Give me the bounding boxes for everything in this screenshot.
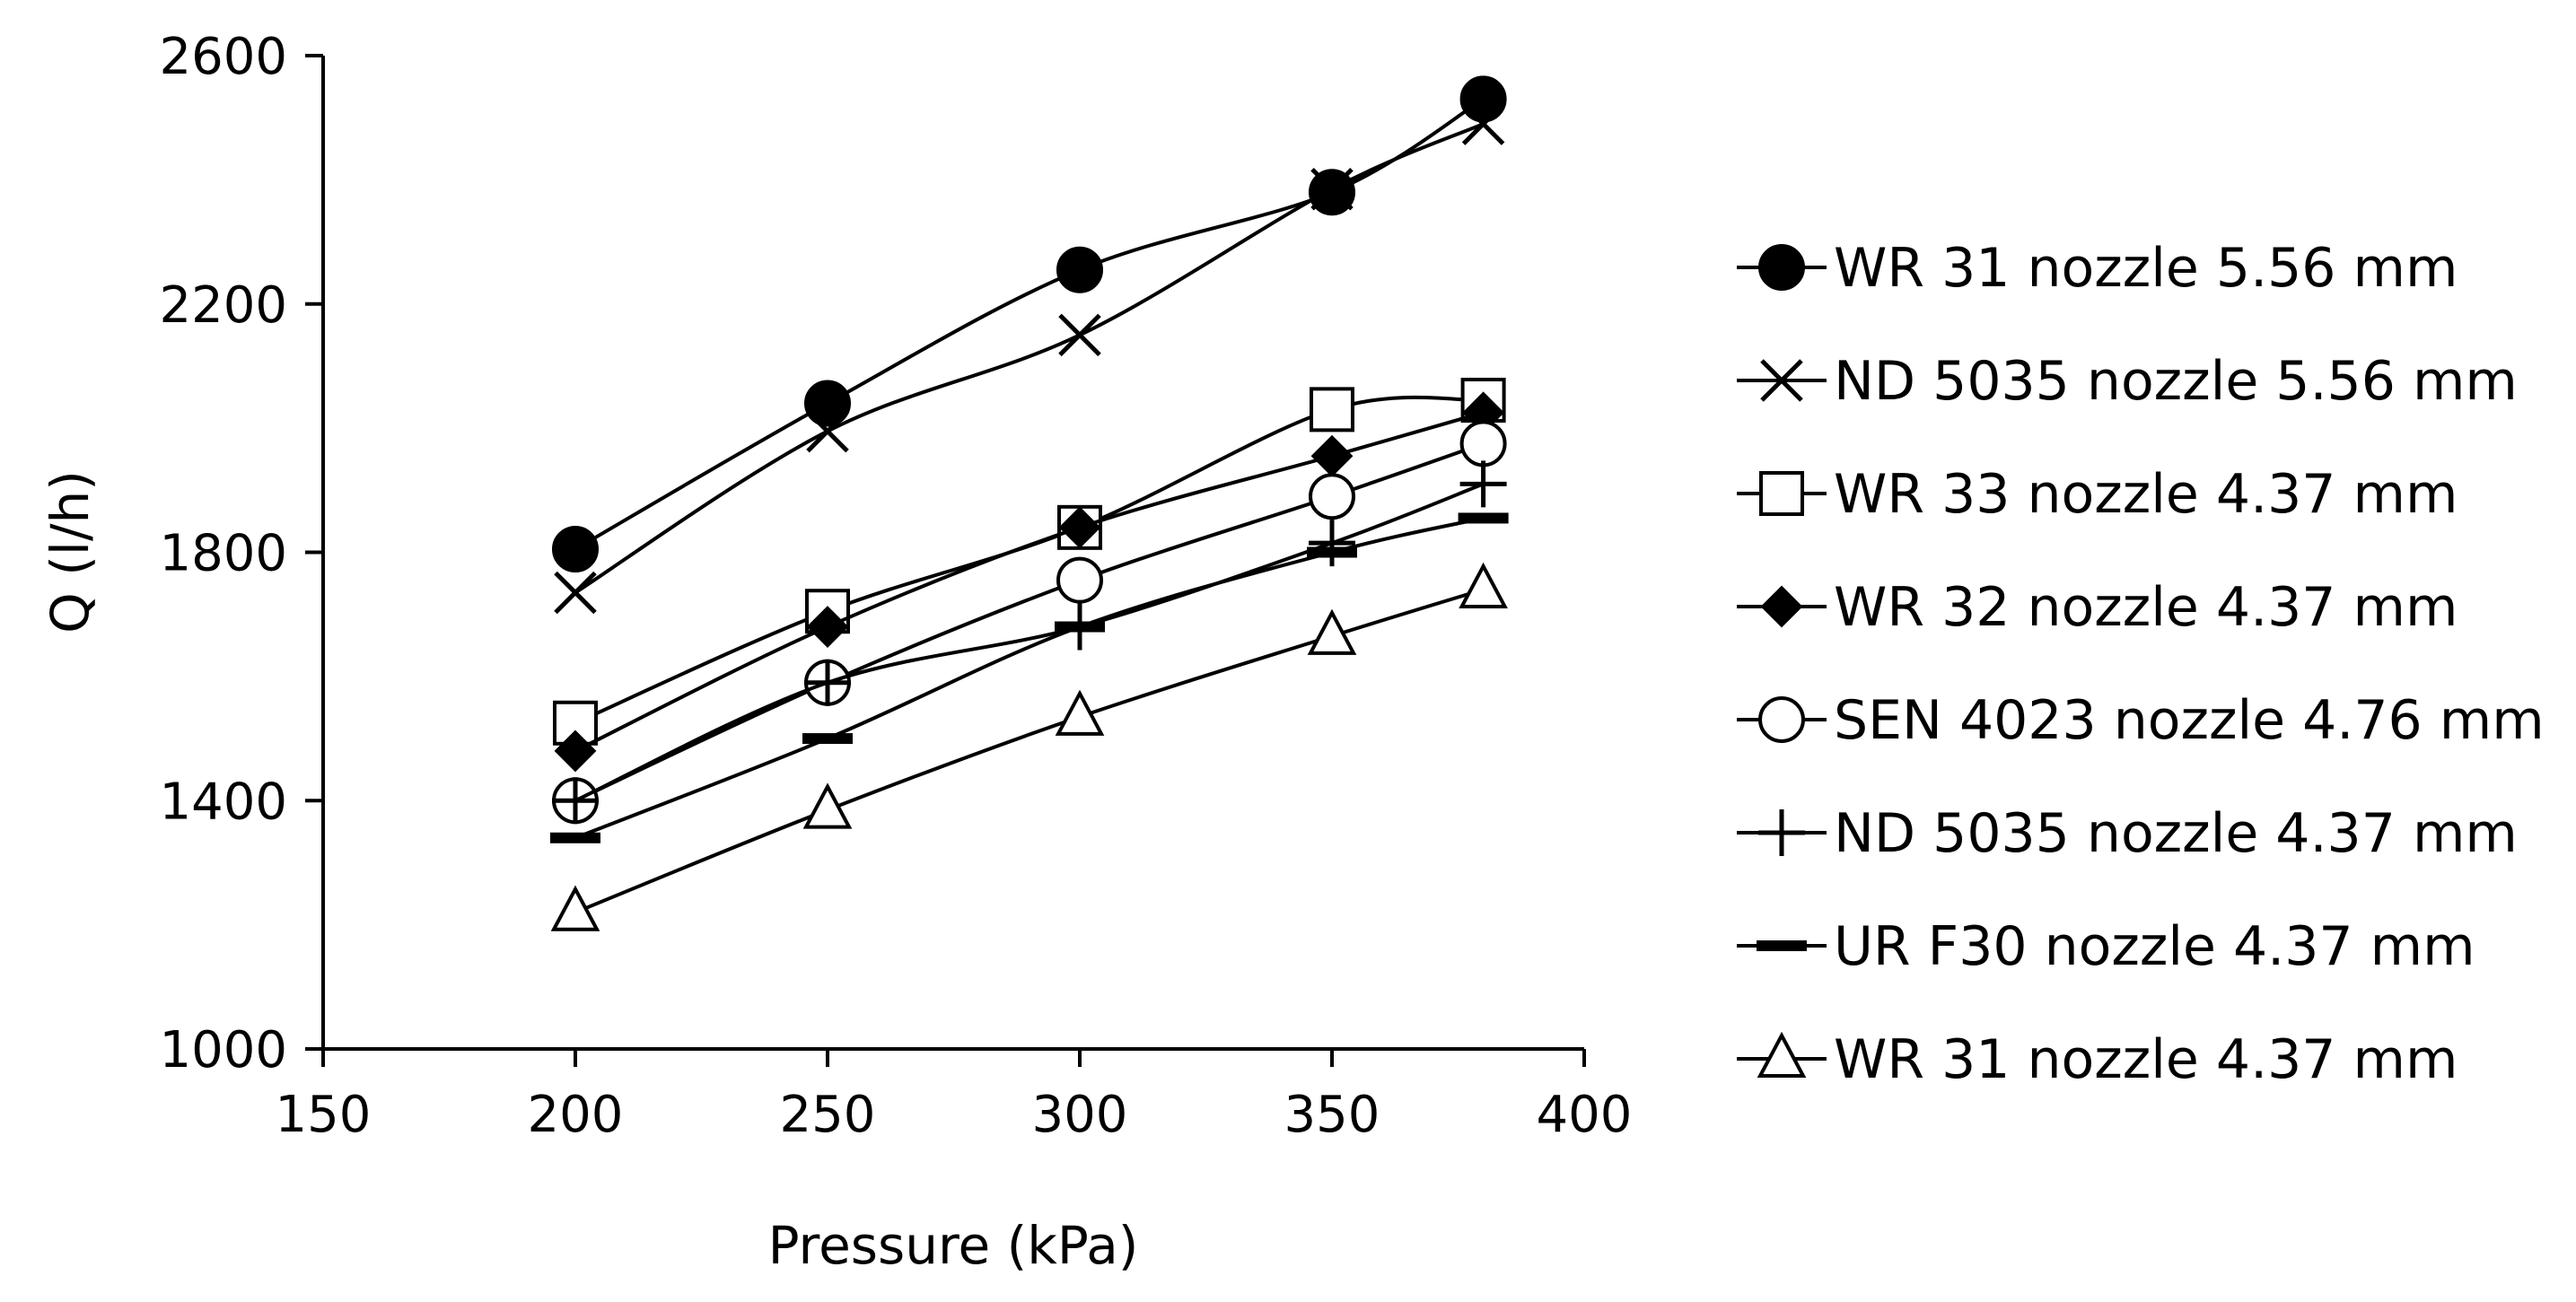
y-tick-label: 2200 — [159, 276, 287, 335]
series-8 — [550, 562, 1508, 931]
data-point — [1309, 520, 1355, 567]
data-point — [1056, 556, 1103, 604]
data-point — [1309, 473, 1355, 520]
data-point — [1459, 460, 1507, 508]
legend-marker — [1758, 809, 1805, 856]
data-point — [554, 730, 597, 773]
legend-item: WR 32 nozzle 4.37 mm — [1737, 576, 2458, 639]
series-6 — [552, 460, 1507, 825]
data-point — [1307, 546, 1357, 558]
y-tick-label: 1800 — [159, 525, 287, 583]
x-tick-label: 200 — [528, 1086, 624, 1144]
legend-label: WR 32 nozzle 4.37 mm — [1834, 576, 2458, 639]
legend-marker — [1759, 471, 1804, 516]
series-layer — [550, 75, 1509, 931]
data-point — [554, 571, 597, 615]
data-point — [552, 777, 599, 825]
legend-item: WR 31 nozzle 4.37 mm — [1737, 1028, 2458, 1091]
data-point — [804, 659, 851, 706]
data-point — [1055, 689, 1105, 736]
data-point — [1058, 313, 1101, 357]
legend-item: SEN 4023 nozzle 4.76 mm — [1737, 689, 2545, 752]
data-point — [1310, 167, 1354, 211]
data-point — [1310, 387, 1354, 433]
legend-marker — [1760, 585, 1803, 628]
data-point — [1459, 75, 1507, 123]
series-2 — [554, 102, 1505, 615]
legend-item: ND 5035 nozzle 4.37 mm — [1737, 802, 2518, 865]
data-point — [1056, 246, 1103, 293]
series-line — [574, 410, 1485, 753]
legend: WR 31 nozzle 5.56 mm ND 5035 nozzle 5.56 … — [1737, 237, 2545, 1091]
legend-label: WR 31 nozzle 5.56 mm — [1834, 237, 2458, 300]
data-point — [802, 782, 853, 829]
series-line — [574, 395, 1484, 725]
legend-marker — [1757, 940, 1807, 951]
legend-marker — [1757, 1031, 1807, 1078]
plot-area: 150 200 250 300 350 400 1000 1400 1800 2200 2600 — [159, 28, 1632, 1144]
y-tick-label: 2600 — [159, 28, 287, 86]
y-tick-label: 1400 — [159, 773, 287, 831]
legend-marker — [1758, 244, 1805, 291]
data-point — [804, 380, 851, 427]
legend-label: ND 5035 nozzle 4.37 mm — [1834, 802, 2518, 865]
data-point — [806, 409, 849, 453]
x-tick-label: 300 — [1032, 1086, 1128, 1144]
legend-label: WR 33 nozzle 4.37 mm — [1834, 463, 2458, 526]
data-point — [552, 526, 599, 573]
data-point — [1458, 512, 1509, 524]
series-5 — [552, 420, 1507, 825]
legend-marker — [1760, 359, 1803, 402]
data-point — [802, 733, 853, 745]
legend-label: WR 31 nozzle 4.37 mm — [1834, 1028, 2458, 1091]
legend-label: ND 5035 nozzle 5.56 mm — [1834, 350, 2518, 413]
data-point — [1058, 506, 1101, 549]
data-point — [1055, 621, 1105, 633]
legend-label: UR F30 nozzle 4.37 mm — [1834, 915, 2475, 978]
series-line — [574, 516, 1485, 840]
x-axis-title: Pressure (kPa) — [768, 1215, 1139, 1276]
y-ticks: 1000 1400 1800 2200 2600 — [159, 28, 323, 1079]
legend-marker — [1758, 696, 1805, 743]
series-4 — [554, 391, 1505, 773]
data-point — [1310, 434, 1354, 477]
legend-item: ND 5035 nozzle 5.56 mm — [1737, 350, 2518, 413]
x-tick-label: 250 — [780, 1086, 876, 1144]
data-point — [1307, 608, 1357, 655]
legend-label: SEN 4023 nozzle 4.76 mm — [1834, 689, 2545, 752]
data-point — [550, 832, 600, 843]
data-point — [1461, 102, 1505, 145]
x-tick-label: 400 — [1537, 1086, 1633, 1144]
legend-item: WR 33 nozzle 4.37 mm — [1737, 463, 2458, 526]
x-tick-label: 150 — [276, 1086, 372, 1144]
data-point — [1459, 562, 1508, 609]
data-point — [806, 606, 849, 648]
y-axis-title: Q (l/h) — [39, 470, 101, 634]
series-line — [574, 122, 1485, 595]
x-tick-label: 350 — [1284, 1086, 1380, 1144]
x-ticks: 150 200 250 300 350 400 — [276, 1049, 1633, 1144]
legend-item: UR F30 nozzle 4.37 mm — [1737, 915, 2475, 978]
legend-item: WR 31 nozzle 5.56 mm — [1737, 237, 2458, 300]
data-point — [1459, 420, 1507, 467]
y-tick-label: 1000 — [159, 1021, 287, 1079]
data-point — [550, 885, 600, 931]
series-1 — [552, 75, 1507, 573]
series-7 — [550, 512, 1509, 843]
